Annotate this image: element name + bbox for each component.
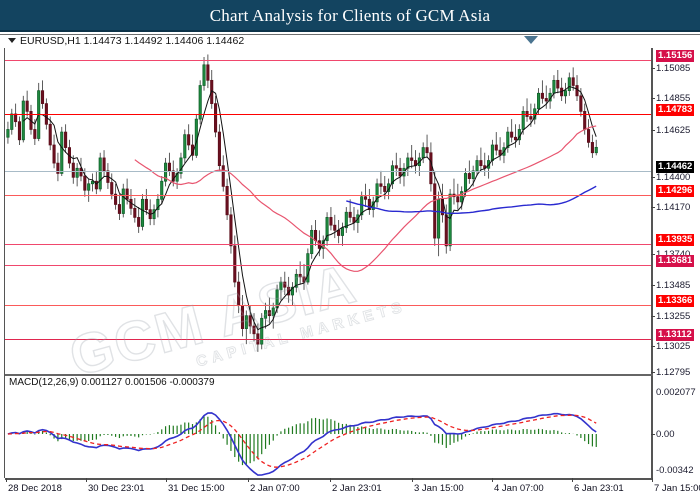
price-axis-line [651, 48, 653, 478]
time-axis-label: 6 Jan 23:01 [574, 483, 624, 494]
time-axis-tick [330, 478, 331, 482]
symbol-quote-text: EURUSD,H1 1.14473 1.14492 1.14406 1.1446… [20, 35, 245, 47]
price-axis-label: 1.14855 [650, 93, 691, 104]
macd-label: MACD(12,26,9) 0.001127 0.001506 -0.00037… [9, 377, 215, 388]
price-axis-label: 1.14625 [650, 125, 691, 136]
time-axis-label: 7 Jan 15:00 [654, 483, 700, 494]
time-axis-tick [166, 478, 167, 482]
price-level-line[interactable] [5, 171, 651, 172]
time-axis-label: 28 Dec 2018 [8, 483, 62, 494]
time-axis-tick [412, 478, 413, 482]
time-axis-label: 30 Dec 23:01 [88, 483, 145, 494]
price-axis-label[interactable]: 1.14462 [656, 161, 695, 173]
price-axis-label[interactable]: 1.13681 [656, 255, 695, 267]
price-axis-label: 1.13255 [650, 311, 691, 322]
price-level-line[interactable] [5, 265, 651, 266]
price-axis-label[interactable]: 1.13935 [656, 234, 695, 246]
time-axis-label: 3 Jan 15:00 [414, 483, 464, 494]
page-title: Chart Analysis for Clients of GCM Asia [209, 6, 491, 25]
price-axis-label: 0.00 [651, 429, 675, 440]
price-axis-label: 1.13485 [650, 280, 691, 291]
time-axis-tick [652, 478, 653, 482]
time-axis-tick [492, 478, 493, 482]
price-axis-label[interactable]: 1.14783 [656, 104, 695, 116]
price-axis-label: 1.14170 [650, 202, 691, 213]
time-axis-tick [86, 478, 87, 482]
price-axis-label: 1.12795 [650, 367, 691, 378]
time-axis-label: 4 Jan 07:00 [494, 483, 544, 494]
time-axis-label: 2 Jan 07:00 [250, 483, 300, 494]
time-axis-tick [248, 478, 249, 482]
price-axis-label[interactable]: 1.14296 [656, 185, 695, 197]
macd-series [7, 412, 597, 476]
price-axis-label: 1.13025 [650, 341, 691, 352]
price-level-line[interactable] [5, 60, 651, 61]
price-axis-label: 1.13740 [650, 249, 690, 260]
price-axis-label[interactable]: 1.15156 [656, 50, 695, 62]
chevron-down-icon[interactable] [8, 38, 16, 43]
price-axis-label: 1.14400 [650, 172, 691, 183]
chart-top-marker-icon [524, 36, 538, 44]
time-axis-label: 2 Jan 23:01 [332, 483, 382, 494]
price-level-line[interactable] [5, 114, 651, 115]
title-bar: Chart Analysis for Clients of GCM Asia [0, 0, 700, 32]
price-level-line[interactable] [5, 195, 651, 196]
price-axis-label: 1.15085 [650, 63, 691, 74]
time-axis-line [5, 478, 653, 480]
macd-panel[interactable] [5, 378, 651, 478]
panel-separator [5, 374, 653, 376]
time-axis-tick [572, 478, 573, 482]
time-axis-label: 31 Dec 15:00 [168, 483, 225, 494]
plot-left-border [4, 48, 5, 478]
price-plot[interactable] [5, 48, 651, 370]
candlestick-series [6, 54, 598, 352]
title-divider [0, 30, 700, 32]
time-axis-tick [6, 478, 7, 482]
price-axis-label[interactable]: 1.13366 [656, 295, 695, 307]
price-axis-label: -0.00342 [656, 465, 694, 476]
quote-line: EURUSD,H1 1.14473 1.14492 1.14406 1.1446… [0, 35, 700, 49]
price-level-line[interactable] [5, 339, 651, 340]
price-axis-label[interactable]: 1.13112 [656, 329, 694, 341]
price-level-line[interactable] [5, 305, 651, 306]
price-level-line[interactable] [5, 244, 651, 245]
price-axis-label: 0.002077 [656, 387, 696, 398]
